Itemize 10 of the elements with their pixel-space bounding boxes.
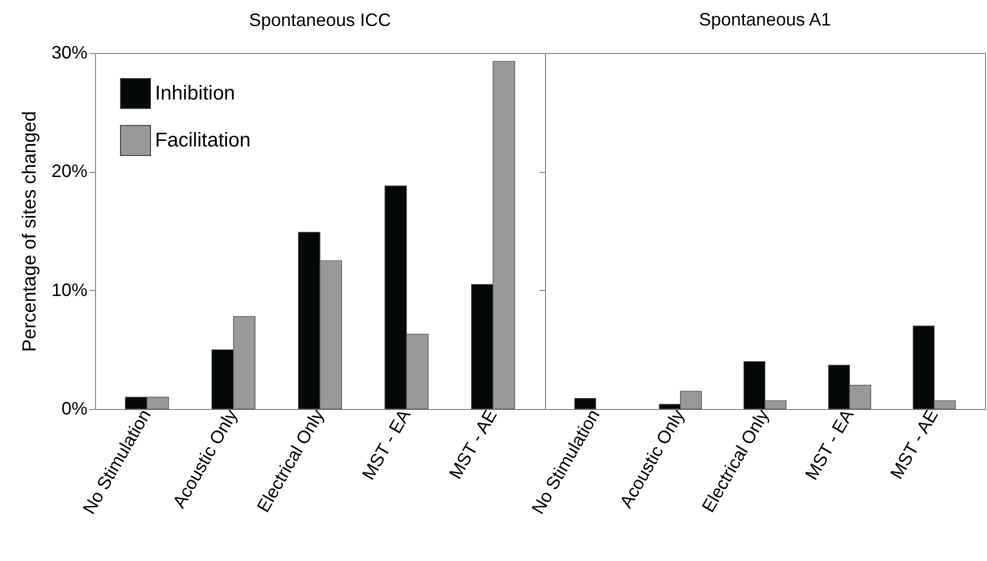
bar	[574, 398, 596, 410]
y-tick-label: 10%	[51, 280, 88, 300]
y-axis-title: Percentage of sites changed	[19, 111, 40, 352]
chart-title: Spontaneous A1	[698, 10, 832, 30]
legend-label: Inhibition	[155, 82, 236, 104]
legend-label: Facilitation	[155, 130, 251, 152]
chart-title: Spontaneous ICC	[248, 10, 392, 30]
y-tick-label: 30%	[51, 42, 88, 62]
y-tick-label: 20%	[51, 161, 88, 182]
y-tick-label: 0%	[61, 398, 88, 418]
